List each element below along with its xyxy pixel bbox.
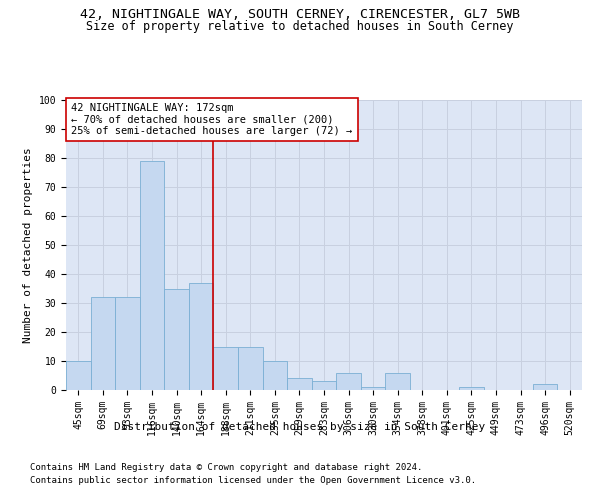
Bar (66, 361, 91, 390)
Bar (336, 372, 361, 390)
Text: 42 NIGHTINGALE WAY: 172sqm
← 70% of detached houses are smaller (200)
25% of sem: 42 NIGHTINGALE WAY: 172sqm ← 70% of deta… (71, 103, 352, 136)
Text: Contains public sector information licensed under the Open Government Licence v3: Contains public sector information licen… (30, 476, 476, 485)
Text: Distribution of detached houses by size in South Cerney: Distribution of detached houses by size … (115, 422, 485, 432)
Bar (361, 387, 385, 390)
Bar (385, 372, 410, 390)
Bar (214, 346, 238, 390)
Text: Contains HM Land Registry data © Crown copyright and database right 2024.: Contains HM Land Registry data © Crown c… (30, 464, 422, 472)
Y-axis label: Number of detached properties: Number of detached properties (23, 147, 33, 343)
Bar (263, 361, 287, 390)
Bar (164, 288, 189, 390)
Text: 42, NIGHTINGALE WAY, SOUTH CERNEY, CIRENCESTER, GL7 5WB: 42, NIGHTINGALE WAY, SOUTH CERNEY, CIREN… (80, 8, 520, 20)
Text: Size of property relative to detached houses in South Cerney: Size of property relative to detached ho… (86, 20, 514, 33)
Bar (533, 384, 557, 390)
Bar (459, 387, 484, 390)
Bar (91, 297, 115, 390)
Bar (140, 161, 164, 390)
Bar (287, 378, 312, 390)
Bar (238, 346, 263, 390)
Bar (189, 282, 214, 390)
Bar (312, 382, 336, 390)
Bar (115, 297, 140, 390)
